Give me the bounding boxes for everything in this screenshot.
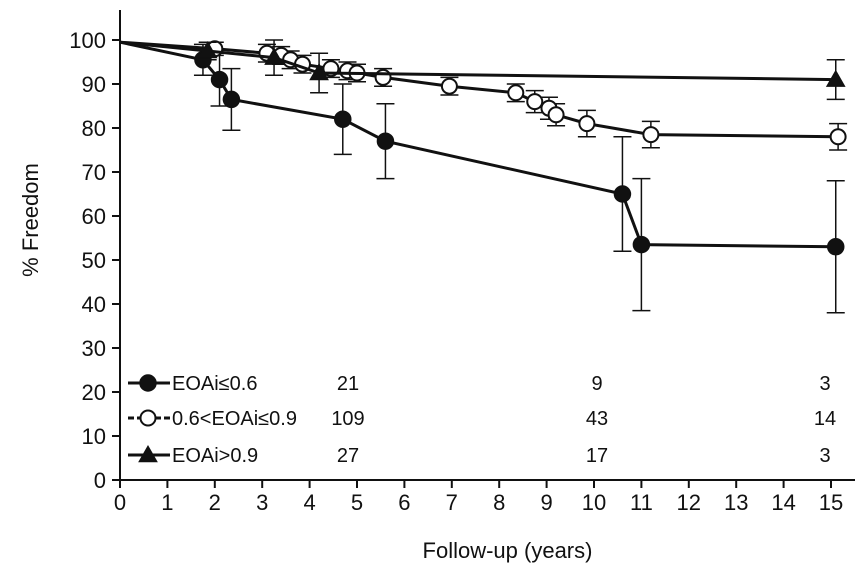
open-circle-marker <box>578 115 596 133</box>
x-tick-label: 2 <box>209 490 221 515</box>
x-tick-label: 8 <box>493 490 505 515</box>
filled-circle-marker <box>334 110 352 128</box>
y-tick-label: 70 <box>82 160 106 185</box>
y-ticks: 0 10 20 30 40 50 60 70 80 90 100 <box>69 28 120 493</box>
y-tick-label: 80 <box>82 116 106 141</box>
x-tick-label: 5 <box>351 490 363 515</box>
y-tick-label: 0 <box>94 468 106 493</box>
y-tick-label: 40 <box>82 292 106 317</box>
filled-triangle-marker <box>825 69 846 87</box>
y-tick-label: 90 <box>82 72 106 97</box>
filled-triangle-marker <box>264 47 284 65</box>
filled-triangle-marker <box>197 40 218 59</box>
y-tick-label: 20 <box>82 380 106 405</box>
series-line <box>119 40 839 139</box>
open-circle-marker <box>526 93 544 111</box>
at-risk-count: 43 <box>586 408 608 430</box>
open-circle-marker <box>507 84 525 102</box>
x-tick-label: 15 <box>819 490 843 515</box>
filled-triangle-marker <box>138 444 158 463</box>
x-tick-label: 6 <box>398 490 410 515</box>
x-tick-label: 13 <box>724 490 748 515</box>
x-ticks: 0 1 2 3 4 5 6 7 8 9 10 11 12 13 14 15 <box>114 480 843 515</box>
at-risk-count: 21 <box>337 373 359 395</box>
series-line <box>119 40 836 249</box>
filled-circle-marker <box>613 185 632 203</box>
filled-circle-marker <box>139 374 157 392</box>
x-tick-label: 7 <box>446 490 458 515</box>
open-circle-marker <box>374 68 392 86</box>
series-group <box>119 39 846 101</box>
series-group <box>119 40 845 314</box>
filled-circle-marker <box>632 235 651 254</box>
at-risk-count: 109 <box>331 408 364 430</box>
filled-triangle-marker <box>309 62 329 81</box>
open-circle-marker <box>829 128 847 146</box>
at-risk-count: 3 <box>819 445 830 467</box>
x-tick-label: 12 <box>677 490 701 515</box>
y-axis-title: % Freedom <box>18 163 43 277</box>
series-line <box>119 40 836 82</box>
legend-row: 0.6<EOAi≤0.9 109 43 14 <box>128 408 836 430</box>
y-tick-label: 50 <box>82 248 106 273</box>
filled-circle-marker <box>210 70 229 89</box>
x-tick-label: 4 <box>303 490 315 515</box>
x-tick-label: 0 <box>114 490 126 515</box>
legend: EOAi≤0.6 21 9 3 0.6<EOAi≤0.9 109 43 14 EOAi>0.9 2… <box>128 373 836 467</box>
filled-circle-marker <box>376 132 395 150</box>
at-risk-count: 14 <box>814 408 836 430</box>
legend-label: 0.6<EOAi≤0.9 <box>172 408 297 430</box>
y-tick-label: 30 <box>82 336 106 361</box>
x-tick-label: 11 <box>630 490 653 515</box>
x-axis-title: Follow-up (years) <box>423 538 593 563</box>
open-circle-marker <box>547 106 565 124</box>
x-tick-label: 10 <box>582 490 606 515</box>
open-circle-marker <box>139 409 157 427</box>
y-tick-label: 60 <box>82 204 106 229</box>
at-risk-count: 27 <box>337 445 359 467</box>
filled-circle-marker <box>222 90 241 109</box>
x-tick-label: 1 <box>161 490 173 515</box>
y-tick-label: 10 <box>82 424 106 449</box>
at-risk-count: 17 <box>586 445 608 467</box>
legend-label: EOAi≤0.6 <box>172 373 257 395</box>
open-circle-marker <box>440 77 458 95</box>
x-tick-label: 9 <box>540 490 552 515</box>
filled-circle-marker <box>826 238 845 256</box>
legend-row: EOAi>0.9 27 17 3 <box>128 444 831 467</box>
legend-row: EOAi≤0.6 21 9 3 <box>128 373 831 395</box>
at-risk-count: 9 <box>591 373 602 395</box>
series-layer <box>119 39 848 314</box>
legend-label: EOAi>0.9 <box>172 445 258 467</box>
y-tick-label: 100 <box>69 28 106 53</box>
open-circle-marker <box>642 126 660 144</box>
x-tick-label: 14 <box>771 490 795 515</box>
x-tick-label: 3 <box>256 490 268 515</box>
at-risk-count: 3 <box>819 373 830 395</box>
